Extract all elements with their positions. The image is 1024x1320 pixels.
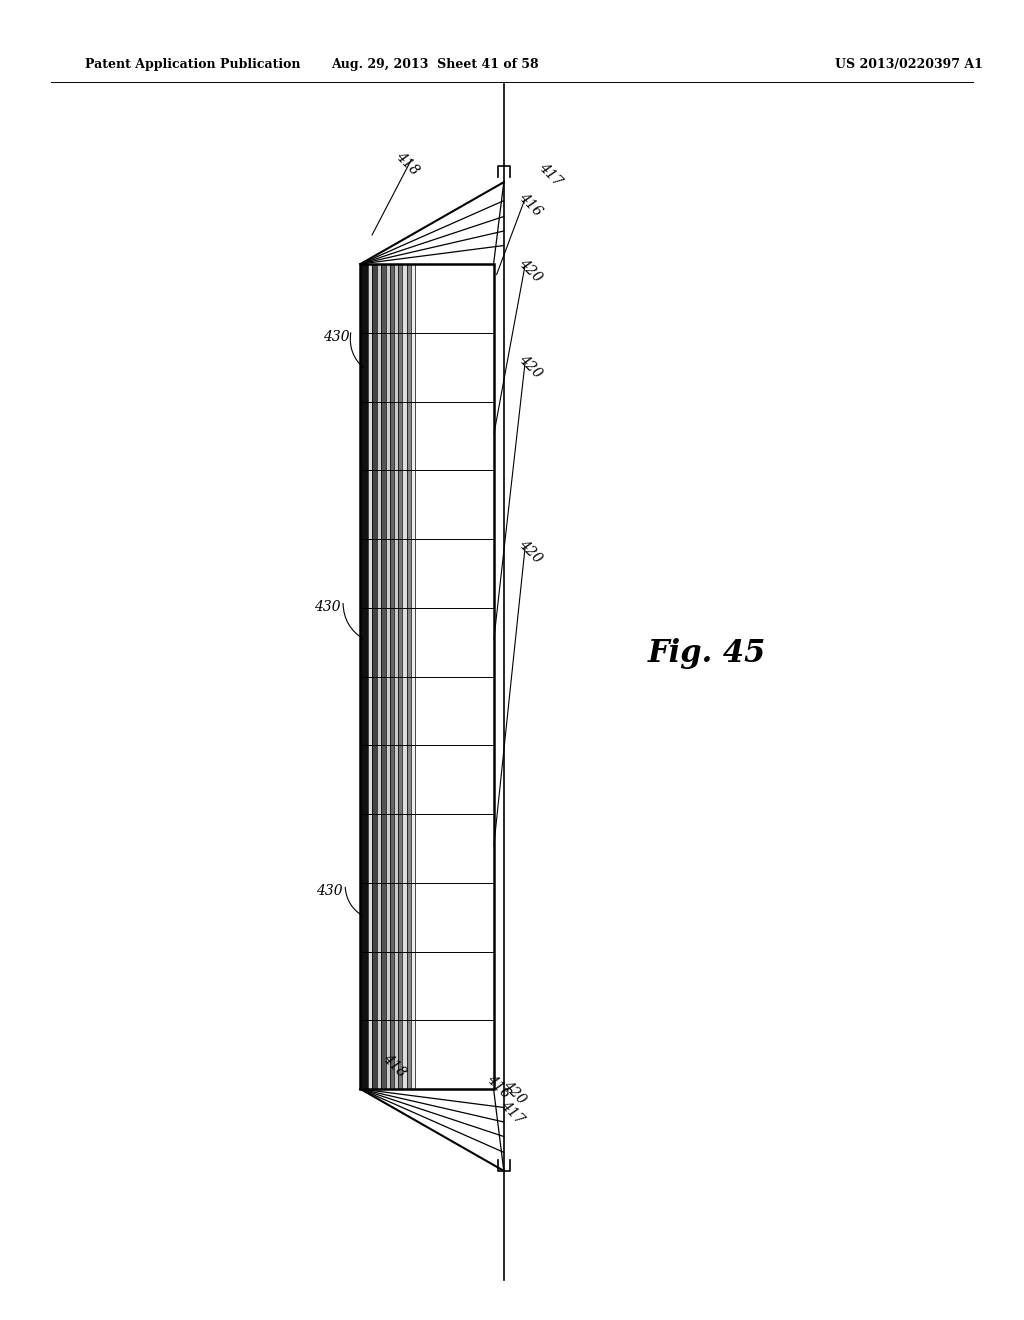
Text: US 2013/0220397 A1: US 2013/0220397 A1	[835, 58, 982, 71]
Text: 417: 417	[498, 1098, 526, 1127]
Text: 420: 420	[516, 256, 545, 285]
Text: 430: 430	[314, 601, 341, 614]
Bar	[407, 264, 411, 1089]
Text: 418: 418	[380, 1051, 409, 1080]
Bar	[381, 264, 386, 1089]
Text: 420: 420	[516, 537, 545, 566]
Text: 417: 417	[536, 160, 564, 189]
Bar	[402, 264, 407, 1089]
Text: 420: 420	[516, 352, 545, 381]
Text: 416: 416	[516, 190, 545, 219]
Text: Patent Application Publication: Patent Application Publication	[85, 58, 300, 71]
Bar	[386, 264, 390, 1089]
Text: 430: 430	[323, 330, 349, 343]
Text: 418: 418	[393, 149, 422, 178]
Bar	[377, 264, 381, 1089]
Bar	[368, 264, 372, 1089]
Bar	[411, 264, 415, 1089]
Bar	[360, 264, 494, 1089]
Text: Aug. 29, 2013  Sheet 41 of 58: Aug. 29, 2013 Sheet 41 of 58	[332, 58, 539, 71]
Bar	[360, 264, 368, 1089]
Bar	[390, 264, 394, 1089]
Bar	[394, 264, 398, 1089]
Text: Fig. 45: Fig. 45	[647, 638, 766, 669]
Bar	[372, 264, 377, 1089]
Text: 430: 430	[316, 884, 343, 898]
Text: 416: 416	[484, 1072, 513, 1101]
Bar	[360, 264, 494, 1089]
Text: 420: 420	[500, 1078, 528, 1107]
Bar	[398, 264, 402, 1089]
